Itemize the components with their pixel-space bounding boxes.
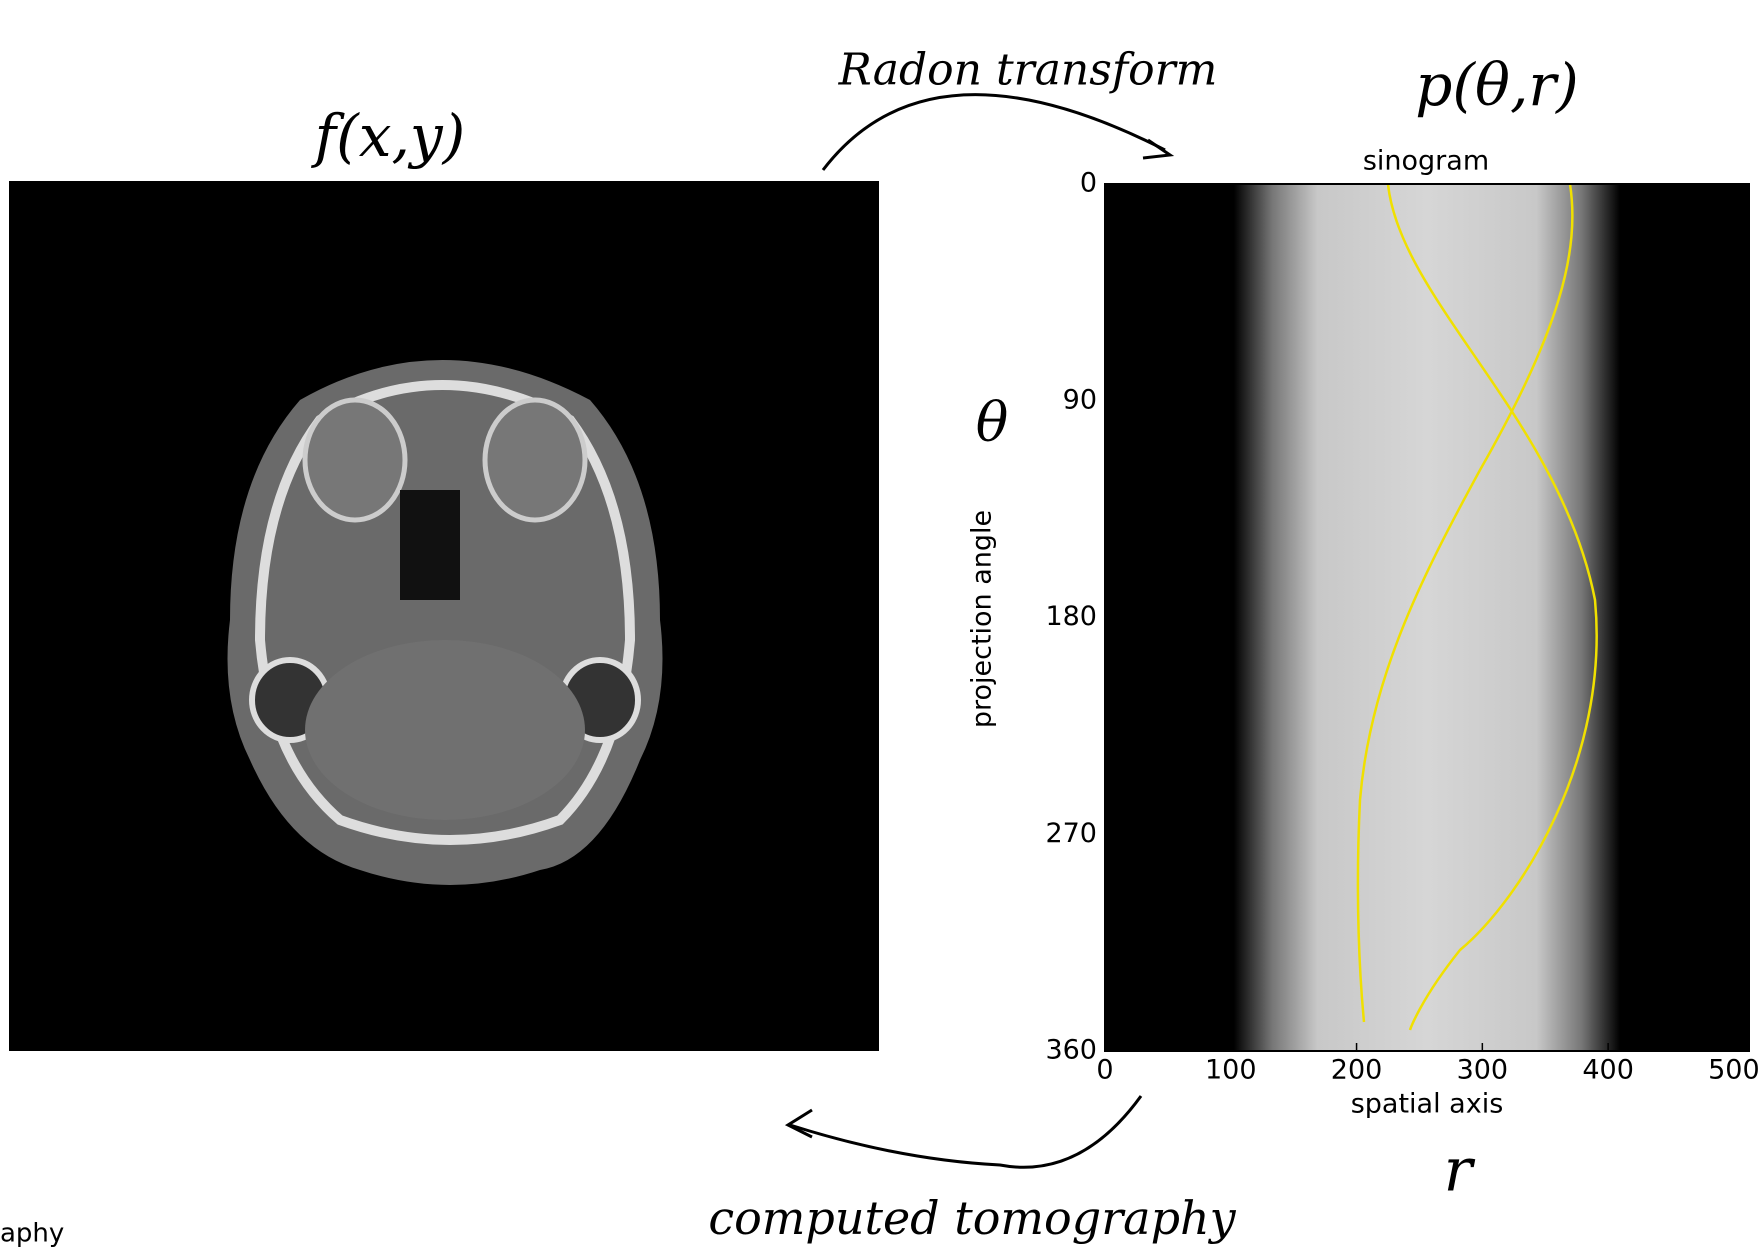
x-tick-label: 500 [1708,1055,1760,1086]
figure: sinogram spatial axis projection angle f… [0,0,1762,1254]
sinogram-title: sinogram [1363,146,1489,177]
x-axis-label: spatial axis [1351,1089,1504,1120]
radius-symbol: r [1444,1136,1476,1206]
inverse-label: computed tomography [708,1191,1236,1245]
transform-label: Radon transform [838,45,1218,96]
y-tick-label: 0 [1080,168,1097,199]
ct-image [9,181,879,1051]
x-tick-label: 100 [1205,1055,1257,1086]
y-tick-label: 270 [1045,818,1097,849]
inverse-arrow [790,1096,1141,1167]
angle-symbol: θ [976,391,1009,454]
sinogram-image [1105,184,1749,1051]
y-tick-label: 180 [1045,601,1097,632]
y-tick-label: 360 [1045,1035,1097,1066]
sinogram-label: p(θ,r) [1415,51,1578,119]
image-label: f(x,y) [311,102,466,170]
cut-text: aphy [0,1219,64,1249]
y-axis-label: projection angle [967,510,998,728]
x-tick-label: 0 [1096,1055,1113,1086]
x-tick-label: 400 [1582,1055,1634,1086]
arrow-head [788,1110,812,1137]
forward-arrow [823,95,1165,170]
y-tick-label: 90 [1063,384,1097,415]
x-tick-label: 200 [1331,1055,1383,1086]
x-tick-label: 300 [1457,1055,1509,1086]
